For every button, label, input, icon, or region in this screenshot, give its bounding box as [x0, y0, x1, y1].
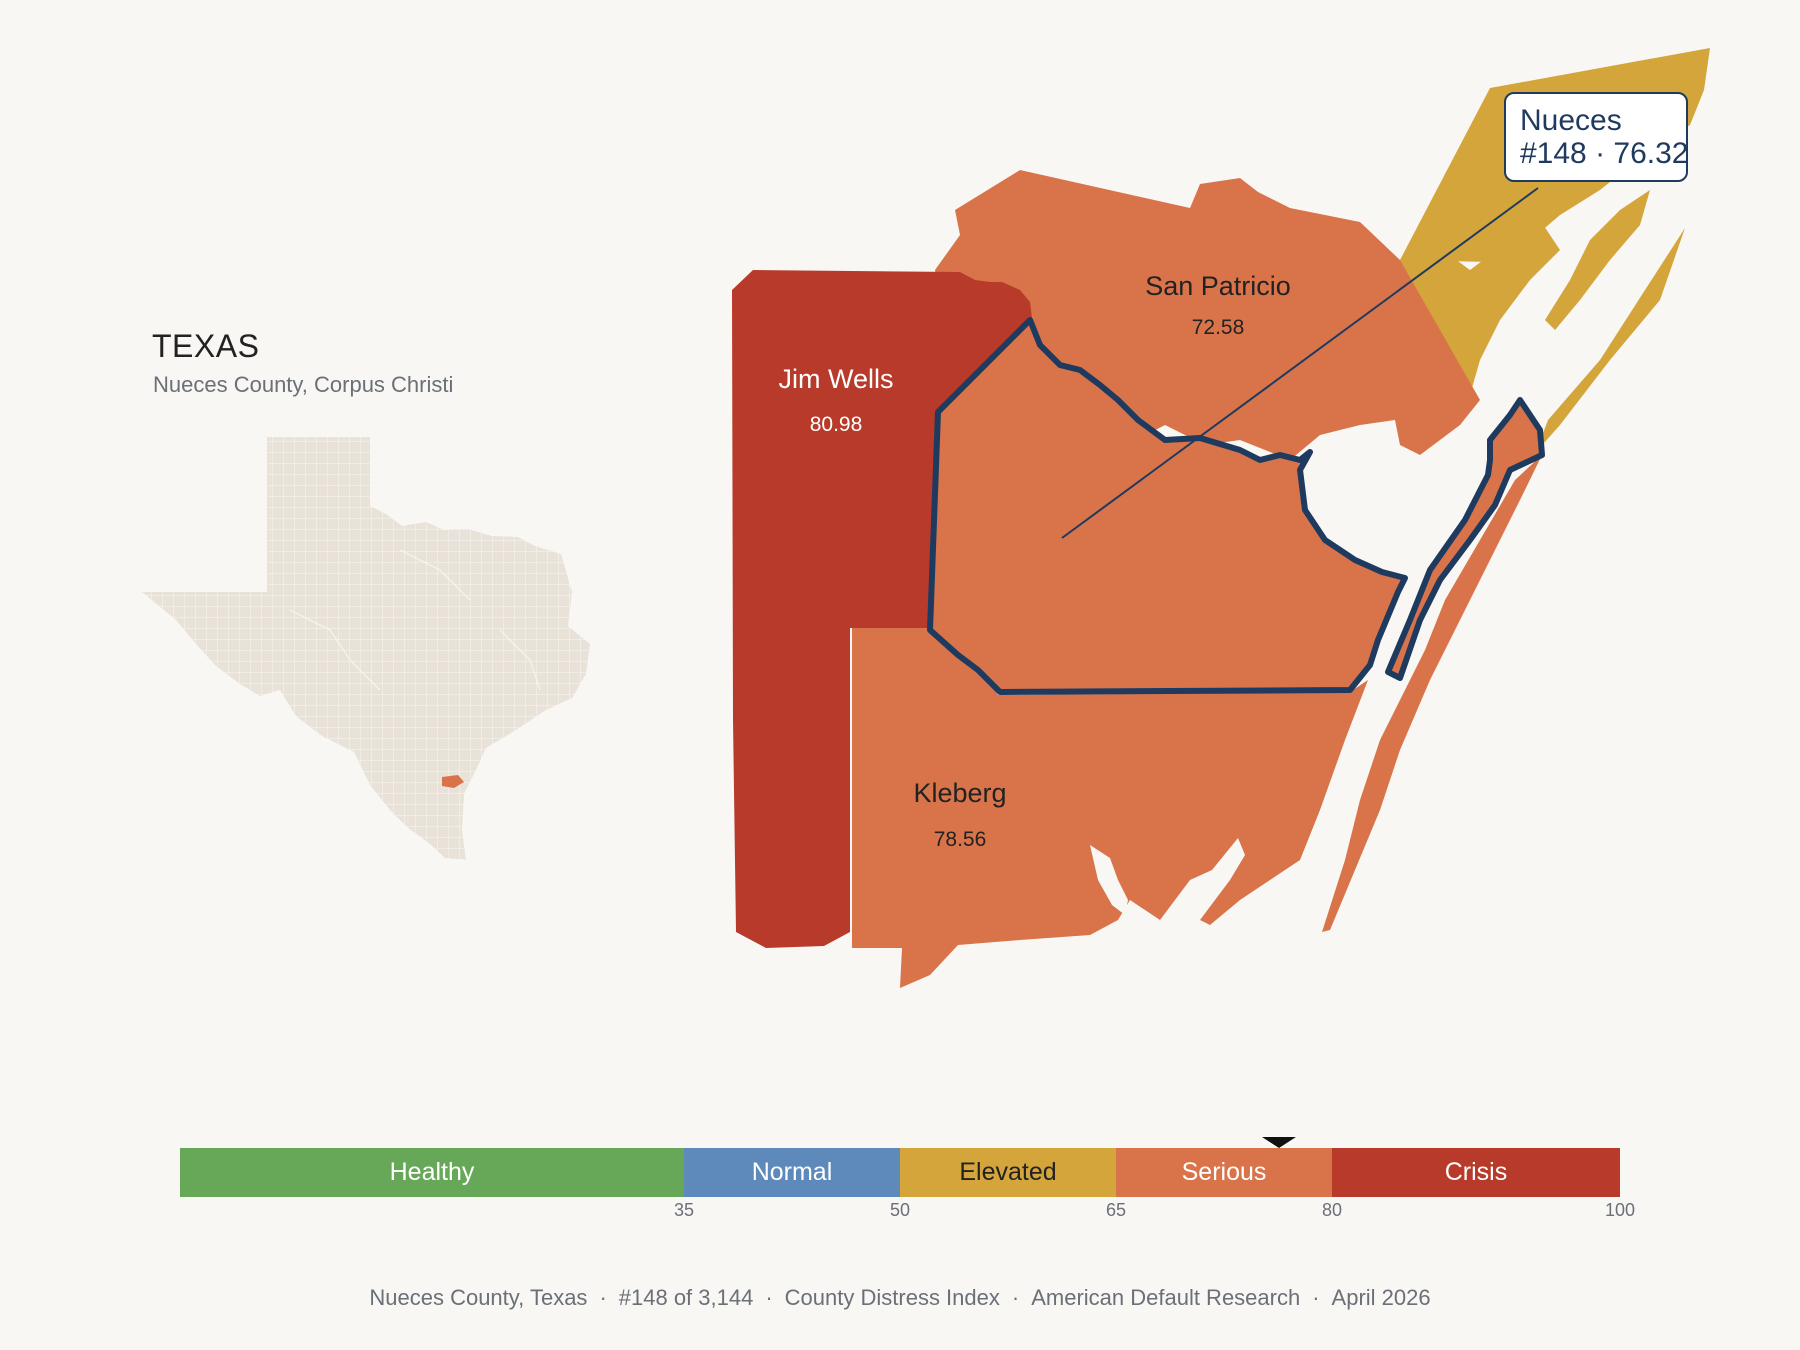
scale-label-crisis: Crisis: [1444, 1158, 1508, 1186]
scale-label-normal: Normal: [751, 1158, 833, 1186]
scale-label-elevated: Elevated: [959, 1158, 1057, 1186]
jim-wells-value: 80.98: [810, 413, 863, 436]
scale-segment-crisis: Crisis: [1332, 1148, 1620, 1197]
jim-wells-label: Jim Wells: [778, 364, 893, 394]
scale-segment-serious: Serious: [1116, 1148, 1332, 1197]
footer-county: Nueces County, Texas: [369, 1285, 588, 1310]
scale-tick-35: 35: [673, 1200, 695, 1220]
scale-segment-elevated: Elevated: [900, 1148, 1116, 1197]
footer-index-name: County Distress Index: [784, 1285, 1000, 1310]
scale-tick-65: 65: [1105, 1200, 1127, 1220]
state-subtitle: Nueces County, Corpus Christi: [153, 372, 454, 397]
footer-source: American Default Research: [1031, 1285, 1301, 1310]
nueces-callout: Nueces #148 · 76.32: [1504, 92, 1688, 182]
nueces-island-shape[interactable]: [1385, 397, 1545, 681]
aransas-peninsula-shape[interactable]: [1545, 190, 1650, 330]
distress-scale-bar: Healthy Normal Elevated Serious Crisis: [180, 1148, 1620, 1197]
state-title: TEXAS: [152, 328, 260, 364]
scale-tick-100: 100: [1604, 1200, 1636, 1220]
scale-segment-healthy: Healthy: [180, 1148, 684, 1197]
callout-rank-value: #148 · 76.32: [1520, 137, 1689, 170]
scale-tick-50: 50: [889, 1200, 911, 1220]
score-marker-triangle: [1262, 1137, 1296, 1148]
san-patricio-value: 72.58: [1192, 316, 1245, 339]
footer-rank: #148 of 3,144: [618, 1285, 754, 1310]
matagorda-island-shape[interactable]: [1536, 228, 1685, 452]
scale-tick-80: 80: [1321, 1200, 1343, 1220]
callout-county-name: Nueces: [1520, 104, 1622, 137]
county-map: San Patricio 72.58 Jim Wells 80.98 Klebe…: [732, 48, 1710, 988]
footer-credits: Nueces County, Texas · #148 of 3,144 · Count…: [369, 1285, 1431, 1310]
scale-label-serious: Serious: [1181, 1158, 1267, 1186]
jim-wells-county-shape[interactable]: [732, 270, 1032, 948]
nueces-county-shape[interactable]: [927, 317, 1408, 695]
footer-date: April 2026: [1331, 1285, 1431, 1310]
padre-island-shape[interactable]: [1322, 455, 1542, 932]
kleberg-value: 78.56: [934, 828, 987, 851]
kleberg-bay-cutout: [1090, 845, 1128, 915]
scale-label-healthy: Healthy: [389, 1158, 475, 1186]
kleberg-county-shape[interactable]: [852, 628, 1368, 988]
callout-leader-line: [1061, 187, 1539, 539]
nueces-inset-marker: [442, 775, 464, 788]
kleberg-label: Kleberg: [913, 778, 1006, 808]
scale-segment-normal: Normal: [684, 1148, 900, 1197]
san-patricio-label: San Patricio: [1145, 271, 1291, 301]
texas-inset-map: [142, 437, 590, 860]
